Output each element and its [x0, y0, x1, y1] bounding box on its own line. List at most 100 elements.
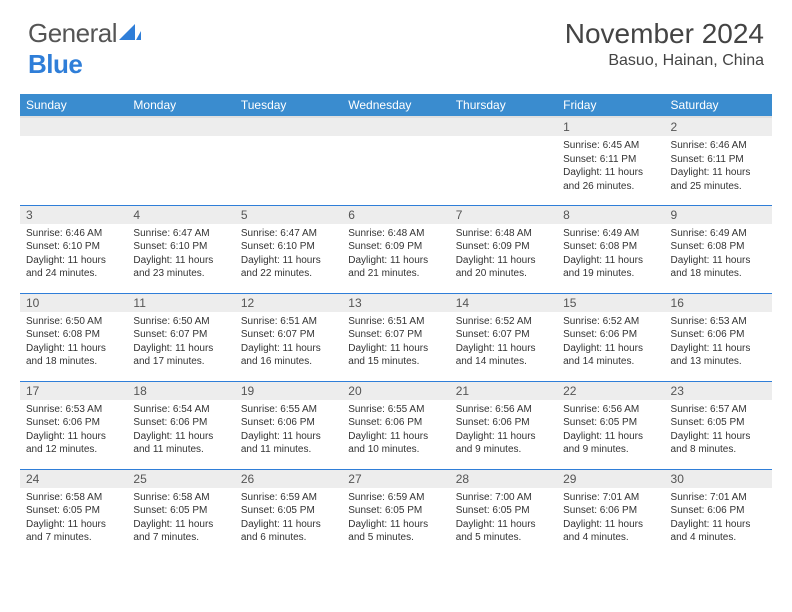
- calendar-cell: 13Sunrise: 6:51 AMSunset: 6:07 PMDayligh…: [342, 293, 449, 381]
- daynum-empty: [235, 118, 342, 136]
- daynum: 24: [20, 470, 127, 488]
- dayinfo: Sunrise: 6:46 AMSunset: 6:11 PMDaylight:…: [665, 136, 772, 196]
- dayinfo: Sunrise: 6:45 AMSunset: 6:11 PMDaylight:…: [557, 136, 664, 196]
- location: Basuo, Hainan, China: [565, 52, 764, 70]
- daynum: 27: [342, 470, 449, 488]
- daynum: 23: [665, 382, 772, 400]
- dayinfo: Sunrise: 7:01 AMSunset: 6:06 PMDaylight:…: [665, 488, 772, 548]
- daynum: 30: [665, 470, 772, 488]
- col-tuesday: Tuesday: [235, 94, 342, 117]
- calendar-cell: 24Sunrise: 6:58 AMSunset: 6:05 PMDayligh…: [20, 469, 127, 557]
- logo-part2: Blue: [28, 49, 82, 79]
- dayinfo: Sunrise: 6:59 AMSunset: 6:05 PMDaylight:…: [342, 488, 449, 548]
- calendar-cell: 20Sunrise: 6:55 AMSunset: 6:06 PMDayligh…: [342, 381, 449, 469]
- dayinfo: Sunrise: 7:01 AMSunset: 6:06 PMDaylight:…: [557, 488, 664, 548]
- daynum: 7: [450, 206, 557, 224]
- daynum: 9: [665, 206, 772, 224]
- dayinfo: Sunrise: 6:55 AMSunset: 6:06 PMDaylight:…: [235, 400, 342, 460]
- daynum: 20: [342, 382, 449, 400]
- daynum: 16: [665, 294, 772, 312]
- dayinfo: Sunrise: 6:48 AMSunset: 6:09 PMDaylight:…: [342, 224, 449, 284]
- dayinfo: Sunrise: 6:57 AMSunset: 6:05 PMDaylight:…: [665, 400, 772, 460]
- col-thursday: Thursday: [450, 94, 557, 117]
- calendar-cell: 7Sunrise: 6:48 AMSunset: 6:09 PMDaylight…: [450, 205, 557, 293]
- col-sunday: Sunday: [20, 94, 127, 117]
- calendar-cell: 5Sunrise: 6:47 AMSunset: 6:10 PMDaylight…: [235, 205, 342, 293]
- dayinfo: Sunrise: 6:48 AMSunset: 6:09 PMDaylight:…: [450, 224, 557, 284]
- calendar-body: 1Sunrise: 6:45 AMSunset: 6:11 PMDaylight…: [20, 117, 772, 557]
- calendar-cell: 23Sunrise: 6:57 AMSunset: 6:05 PMDayligh…: [665, 381, 772, 469]
- calendar-row: 17Sunrise: 6:53 AMSunset: 6:06 PMDayligh…: [20, 381, 772, 469]
- dayinfo: Sunrise: 6:58 AMSunset: 6:05 PMDaylight:…: [127, 488, 234, 548]
- daynum-empty: [450, 118, 557, 136]
- calendar-cell: [127, 117, 234, 205]
- daynum: 3: [20, 206, 127, 224]
- calendar-cell: [450, 117, 557, 205]
- dayinfo: Sunrise: 6:52 AMSunset: 6:06 PMDaylight:…: [557, 312, 664, 372]
- daynum: 22: [557, 382, 664, 400]
- dayinfo: Sunrise: 6:52 AMSunset: 6:07 PMDaylight:…: [450, 312, 557, 372]
- dayinfo: Sunrise: 6:56 AMSunset: 6:05 PMDaylight:…: [557, 400, 664, 460]
- daynum: 14: [450, 294, 557, 312]
- daynum-empty: [127, 118, 234, 136]
- daynum: 28: [450, 470, 557, 488]
- daynum: 15: [557, 294, 664, 312]
- col-wednesday: Wednesday: [342, 94, 449, 117]
- daynum: 4: [127, 206, 234, 224]
- dayinfo: Sunrise: 6:53 AMSunset: 6:06 PMDaylight:…: [20, 400, 127, 460]
- calendar-cell: 8Sunrise: 6:49 AMSunset: 6:08 PMDaylight…: [557, 205, 664, 293]
- dayinfo: Sunrise: 6:58 AMSunset: 6:05 PMDaylight:…: [20, 488, 127, 548]
- daynum-empty: [20, 118, 127, 136]
- calendar-cell: 1Sunrise: 6:45 AMSunset: 6:11 PMDaylight…: [557, 117, 664, 205]
- daynum: 8: [557, 206, 664, 224]
- calendar-row: 24Sunrise: 6:58 AMSunset: 6:05 PMDayligh…: [20, 469, 772, 557]
- logo-text: GeneralBlue: [28, 18, 141, 80]
- calendar-row: 3Sunrise: 6:46 AMSunset: 6:10 PMDaylight…: [20, 205, 772, 293]
- month-title: November 2024: [565, 18, 764, 50]
- calendar-cell: 4Sunrise: 6:47 AMSunset: 6:10 PMDaylight…: [127, 205, 234, 293]
- calendar-cell: 10Sunrise: 6:50 AMSunset: 6:08 PMDayligh…: [20, 293, 127, 381]
- calendar-cell: 26Sunrise: 6:59 AMSunset: 6:05 PMDayligh…: [235, 469, 342, 557]
- calendar-cell: 29Sunrise: 7:01 AMSunset: 6:06 PMDayligh…: [557, 469, 664, 557]
- daynum: 17: [20, 382, 127, 400]
- logo-sail-icon: [119, 18, 141, 49]
- calendar-cell: [342, 117, 449, 205]
- dayinfo: Sunrise: 6:51 AMSunset: 6:07 PMDaylight:…: [235, 312, 342, 372]
- daynum: 5: [235, 206, 342, 224]
- calendar-cell: 22Sunrise: 6:56 AMSunset: 6:05 PMDayligh…: [557, 381, 664, 469]
- daynum: 25: [127, 470, 234, 488]
- calendar-cell: 30Sunrise: 7:01 AMSunset: 6:06 PMDayligh…: [665, 469, 772, 557]
- daynum: 10: [20, 294, 127, 312]
- calendar-cell: [20, 117, 127, 205]
- calendar-cell: 9Sunrise: 6:49 AMSunset: 6:08 PMDaylight…: [665, 205, 772, 293]
- calendar-cell: 28Sunrise: 7:00 AMSunset: 6:05 PMDayligh…: [450, 469, 557, 557]
- logo-part1: General: [28, 18, 117, 48]
- calendar-cell: 15Sunrise: 6:52 AMSunset: 6:06 PMDayligh…: [557, 293, 664, 381]
- calendar-cell: 14Sunrise: 6:52 AMSunset: 6:07 PMDayligh…: [450, 293, 557, 381]
- calendar-cell: 21Sunrise: 6:56 AMSunset: 6:06 PMDayligh…: [450, 381, 557, 469]
- daynum: 12: [235, 294, 342, 312]
- daynum-empty: [342, 118, 449, 136]
- calendar-cell: 16Sunrise: 6:53 AMSunset: 6:06 PMDayligh…: [665, 293, 772, 381]
- daynum: 26: [235, 470, 342, 488]
- calendar-cell: 27Sunrise: 6:59 AMSunset: 6:05 PMDayligh…: [342, 469, 449, 557]
- dayinfo: Sunrise: 6:49 AMSunset: 6:08 PMDaylight:…: [557, 224, 664, 284]
- dayinfo: Sunrise: 6:46 AMSunset: 6:10 PMDaylight:…: [20, 224, 127, 284]
- calendar-cell: 12Sunrise: 6:51 AMSunset: 6:07 PMDayligh…: [235, 293, 342, 381]
- dayinfo: Sunrise: 6:55 AMSunset: 6:06 PMDaylight:…: [342, 400, 449, 460]
- col-saturday: Saturday: [665, 94, 772, 117]
- dayinfo: Sunrise: 6:49 AMSunset: 6:08 PMDaylight:…: [665, 224, 772, 284]
- weekday-row: Sunday Monday Tuesday Wednesday Thursday…: [20, 94, 772, 117]
- calendar-cell: 3Sunrise: 6:46 AMSunset: 6:10 PMDaylight…: [20, 205, 127, 293]
- dayinfo: Sunrise: 6:54 AMSunset: 6:06 PMDaylight:…: [127, 400, 234, 460]
- calendar-row: 1Sunrise: 6:45 AMSunset: 6:11 PMDaylight…: [20, 117, 772, 205]
- daynum: 18: [127, 382, 234, 400]
- header: GeneralBlue November 2024 Basuo, Hainan,…: [0, 0, 792, 88]
- title-block: November 2024 Basuo, Hainan, China: [565, 18, 764, 70]
- daynum: 6: [342, 206, 449, 224]
- calendar-cell: 19Sunrise: 6:55 AMSunset: 6:06 PMDayligh…: [235, 381, 342, 469]
- daynum: 21: [450, 382, 557, 400]
- dayinfo: Sunrise: 6:59 AMSunset: 6:05 PMDaylight:…: [235, 488, 342, 548]
- calendar-cell: 17Sunrise: 6:53 AMSunset: 6:06 PMDayligh…: [20, 381, 127, 469]
- calendar-cell: 6Sunrise: 6:48 AMSunset: 6:09 PMDaylight…: [342, 205, 449, 293]
